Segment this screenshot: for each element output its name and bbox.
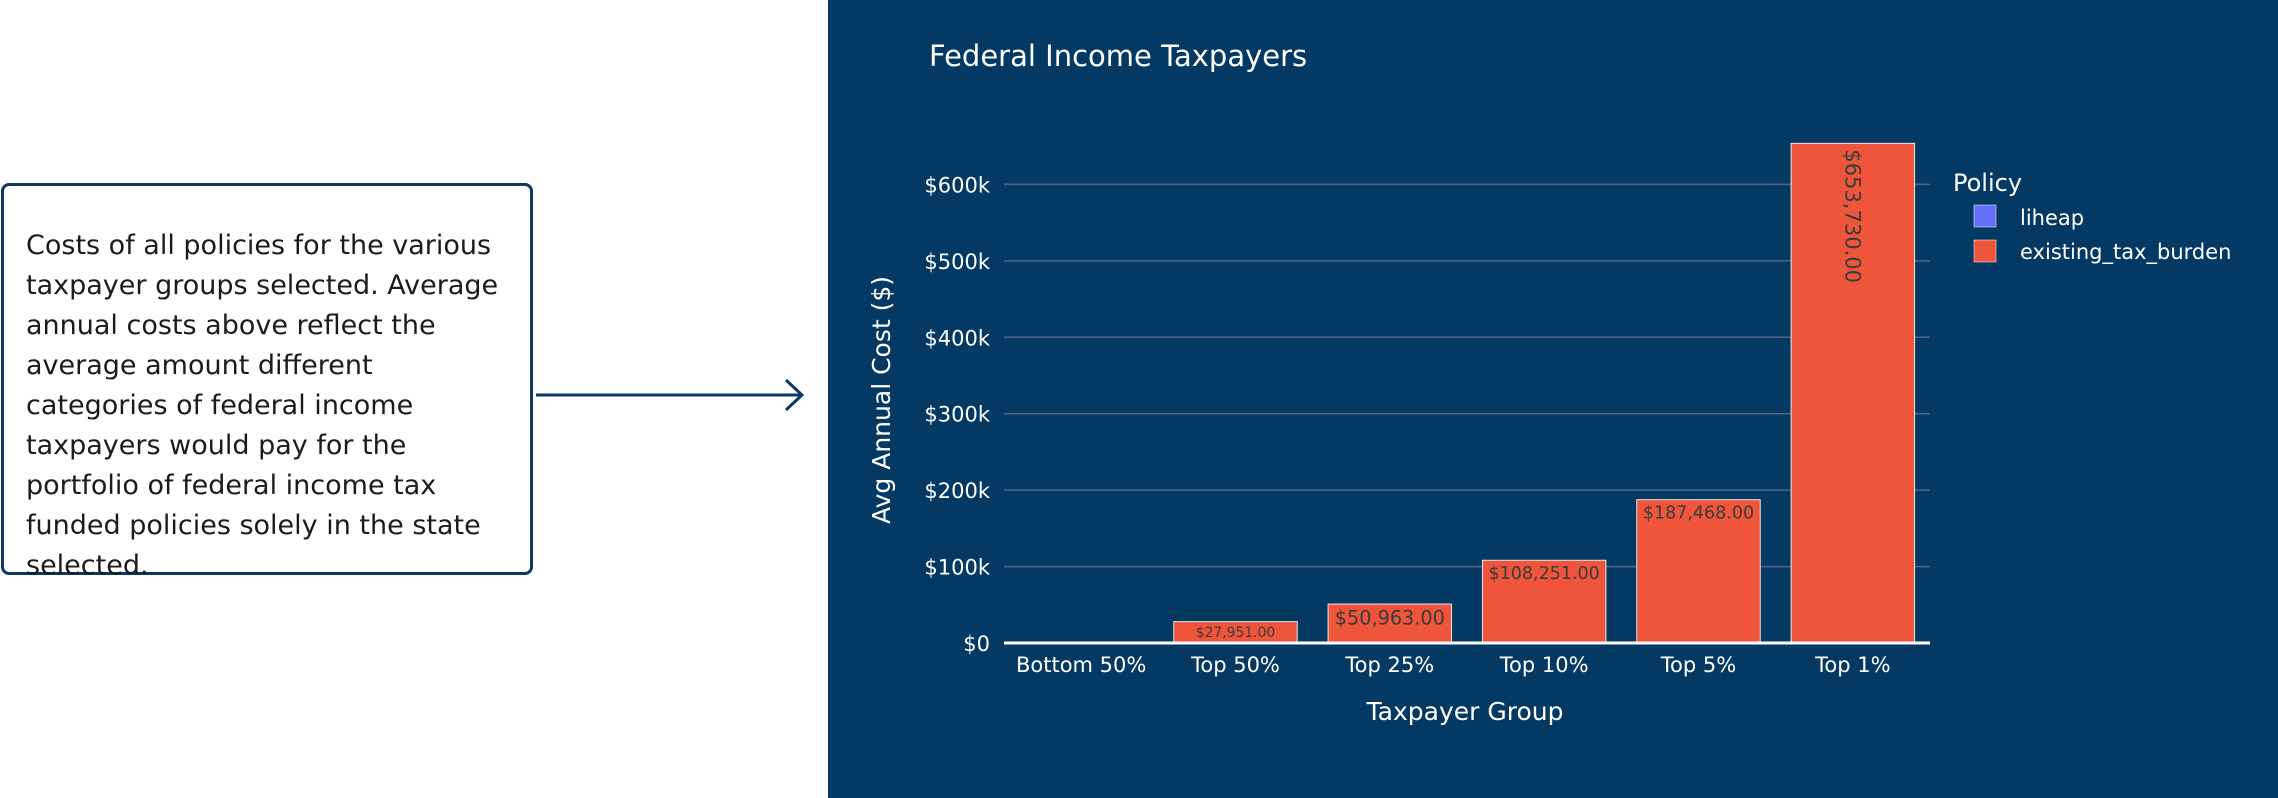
x-tick-label: Top 10% — [1499, 653, 1589, 677]
bar-chart: $27,951.00 $50,963.00 $108,251.00 $187,468.… — [867, 39, 2231, 726]
bar-value-label: $27,951.00 — [1196, 625, 1275, 641]
legend-title: Policy — [1953, 169, 2022, 197]
x-tick-label: Top 5% — [1660, 653, 1736, 677]
bar-existing-tax-burden[interactable] — [1790, 142, 1916, 644]
bar-existing-tax-burden[interactable] — [1327, 603, 1453, 644]
bar-value-label: $50,963.00 — [1335, 606, 1445, 629]
legend-label-liheap[interactable]: liheap — [2020, 206, 2084, 230]
x-tick-label: Bottom 50% — [1016, 653, 1146, 677]
y-tick-label: $600k — [924, 173, 990, 197]
x-tick-label: Top 50% — [1190, 653, 1280, 677]
bars: $27,951.00 $50,963.00 $108,251.00 $187,468.… — [1173, 142, 1916, 644]
y-tick-label: $200k — [924, 479, 990, 503]
chart-title: Federal Income Taxpayers — [929, 39, 1307, 73]
gridlines — [1004, 183, 1930, 568]
bar-existing-tax-burden[interactable] — [1481, 559, 1607, 644]
x-tick-label: Top 1% — [1814, 653, 1890, 677]
legend-label-existing-tax-burden[interactable]: existing_tax_burden — [2020, 240, 2231, 265]
bar-value-label: $653,730.00 — [1840, 149, 1864, 283]
chart-panel: $27,951.00 $50,963.00 $108,251.00 $187,468.… — [828, 0, 2278, 798]
legend-swatch-liheap[interactable] — [1973, 204, 1997, 228]
y-axis-title: Avg Annual Cost ($) — [867, 276, 896, 524]
legend: Policy liheap existing_tax_burden — [1953, 169, 2231, 265]
x-axis-title: Taxpayer Group — [1366, 697, 1564, 726]
legend-swatch-existing-tax-burden[interactable] — [1973, 239, 1997, 263]
connector-arrow — [536, 378, 805, 412]
description-box: Costs of all policies for the various ta… — [1, 183, 533, 581]
y-tick-label: $300k — [924, 403, 990, 427]
y-tick-label: $400k — [924, 326, 990, 350]
bar-value-label: $187,468.00 — [1643, 503, 1754, 523]
bar-value-label: $108,251.00 — [1489, 564, 1600, 584]
x-tick-label: Top 25% — [1344, 653, 1434, 677]
description-text: Costs of all policies for the various ta… — [26, 230, 499, 581]
y-tick-label: $0 — [963, 632, 990, 656]
axes: $0 $100k $200k $300k $400k $500k $600k Bottom 5… — [924, 173, 1930, 677]
y-tick-label: $500k — [924, 250, 990, 274]
y-tick-label: $100k — [924, 556, 990, 580]
